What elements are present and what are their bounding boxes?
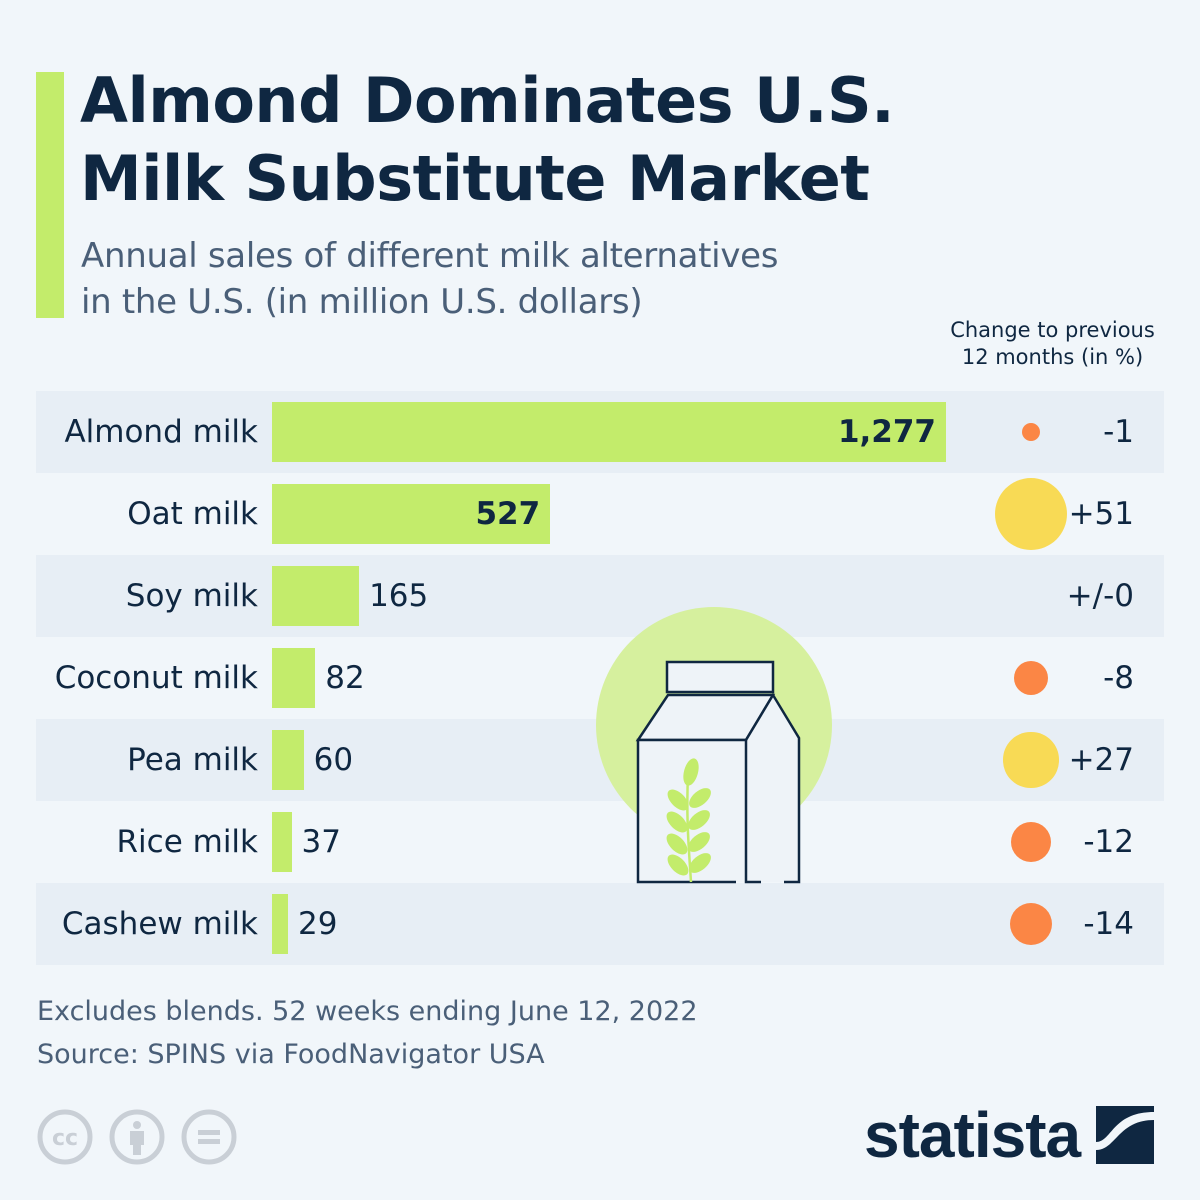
category-label: Almond milk <box>64 414 258 450</box>
footnote-source: Source: SPINS via FoodNavigator USA <box>37 1039 545 1070</box>
title-line-2: Milk Substitute Market <box>80 142 870 215</box>
bar-value-label: 29 <box>298 906 338 942</box>
svg-text:cc: cc <box>52 1126 78 1151</box>
chart-row: Rice milk 37 -12 <box>36 801 1164 883</box>
change-bubble-negative <box>1013 660 1049 696</box>
chart-row: Almond milk 1,277 -1 <box>36 391 1164 473</box>
title-accent-bar <box>36 72 64 318</box>
bar-value-label: 82 <box>325 660 365 696</box>
bar <box>272 730 304 790</box>
chart-title: Almond Dominates U.S. Milk Substitute Ma… <box>80 62 895 218</box>
chart-row: Cashew milk 29 -14 <box>36 883 1164 965</box>
change-header-line-2: 12 months (in %) <box>961 345 1144 369</box>
attribution-icon[interactable] <box>108 1108 166 1166</box>
category-label: Oat milk <box>127 496 258 532</box>
carton-side-fill <box>746 695 799 882</box>
no-derivatives-icon[interactable] <box>180 1108 238 1166</box>
category-label: Cashew milk <box>61 906 258 942</box>
license-icons: cc <box>36 1108 238 1166</box>
category-label: Rice milk <box>116 824 259 860</box>
subtitle-line-2: in the U.S. (in million U.S. dollars) <box>81 282 643 322</box>
carton-cap <box>665 660 775 694</box>
creative-commons-icon[interactable]: cc <box>36 1108 94 1166</box>
bar-value-label: 527 <box>475 496 541 532</box>
chart-row: Coconut milk 82 -8 <box>36 637 1164 719</box>
category-label: Soy milk <box>125 578 258 614</box>
change-column-header: Change to previous 12 months (in %) <box>930 317 1175 371</box>
change-bubble-positive <box>1003 732 1059 788</box>
bar-value-label: 60 <box>313 742 354 778</box>
footnote: Excludes blends. 52 weeks ending June 12… <box>37 990 698 1076</box>
change-bubble-negative <box>1009 902 1053 946</box>
chart-subtitle: Annual sales of different milk alternati… <box>81 233 778 325</box>
change-bubble-negative <box>1021 422 1041 442</box>
change-value-label: -1 <box>1103 414 1134 450</box>
change-bubble-positive <box>995 478 1067 550</box>
change-value-label: -8 <box>1103 660 1134 696</box>
bar-value-label: 165 <box>369 578 429 614</box>
footnote-note: Excludes blends. 52 weeks ending June 12… <box>37 996 698 1027</box>
bar-chart: Almond milk 1,277 -1 Oat milk 527 +51 Soy milk… <box>36 391 1164 965</box>
title-line-1: Almond Dominates U.S. <box>80 64 895 137</box>
carton-side-outline <box>744 692 801 884</box>
chart-row: Soy milk 165 +/-0 <box>36 555 1164 637</box>
statista-wordmark: statista <box>864 1099 1081 1171</box>
wheat-icon <box>666 758 711 883</box>
category-label: Pea milk <box>127 742 258 778</box>
change-value-label: -12 <box>1083 824 1134 860</box>
change-bubble-negative <box>1010 821 1052 863</box>
bar <box>272 566 360 626</box>
bar <box>272 812 292 872</box>
subtitle-line-1: Annual sales of different milk alternati… <box>81 236 779 276</box>
statista-logo-icon <box>1096 1106 1155 1164</box>
category-label: Coconut milk <box>54 660 258 696</box>
change-value-label: -14 <box>1083 906 1134 942</box>
statista-brand: statista <box>864 1099 1155 1171</box>
change-value-label: +/-0 <box>1066 578 1134 614</box>
carton-front-outline <box>636 738 761 884</box>
bar <box>272 648 316 708</box>
change-value-label: +27 <box>1068 742 1134 778</box>
chart-row: Oat milk 527 +51 <box>36 473 1164 555</box>
bar-value-label: 1,277 <box>837 414 936 450</box>
change-header-line-1: Change to previous <box>950 318 1155 342</box>
bar-value-label: 37 <box>301 824 341 860</box>
change-value-label: +51 <box>1068 496 1134 532</box>
milk-carton-with-wheat-icon <box>596 607 832 884</box>
bar <box>272 484 551 544</box>
bar <box>272 894 288 954</box>
bar <box>272 402 946 462</box>
